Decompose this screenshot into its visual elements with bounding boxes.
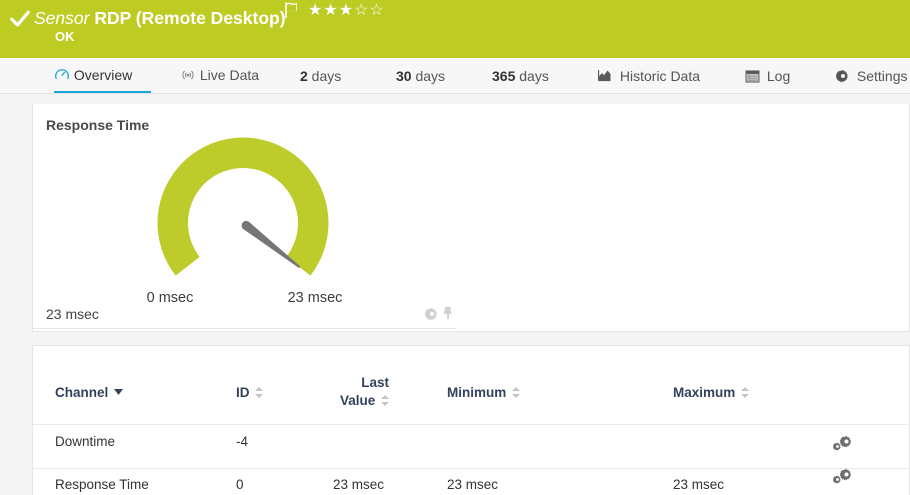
svg-text:23 msec: 23 msec [288, 290, 343, 306]
svg-text:0 msec: 0 msec [147, 290, 194, 306]
